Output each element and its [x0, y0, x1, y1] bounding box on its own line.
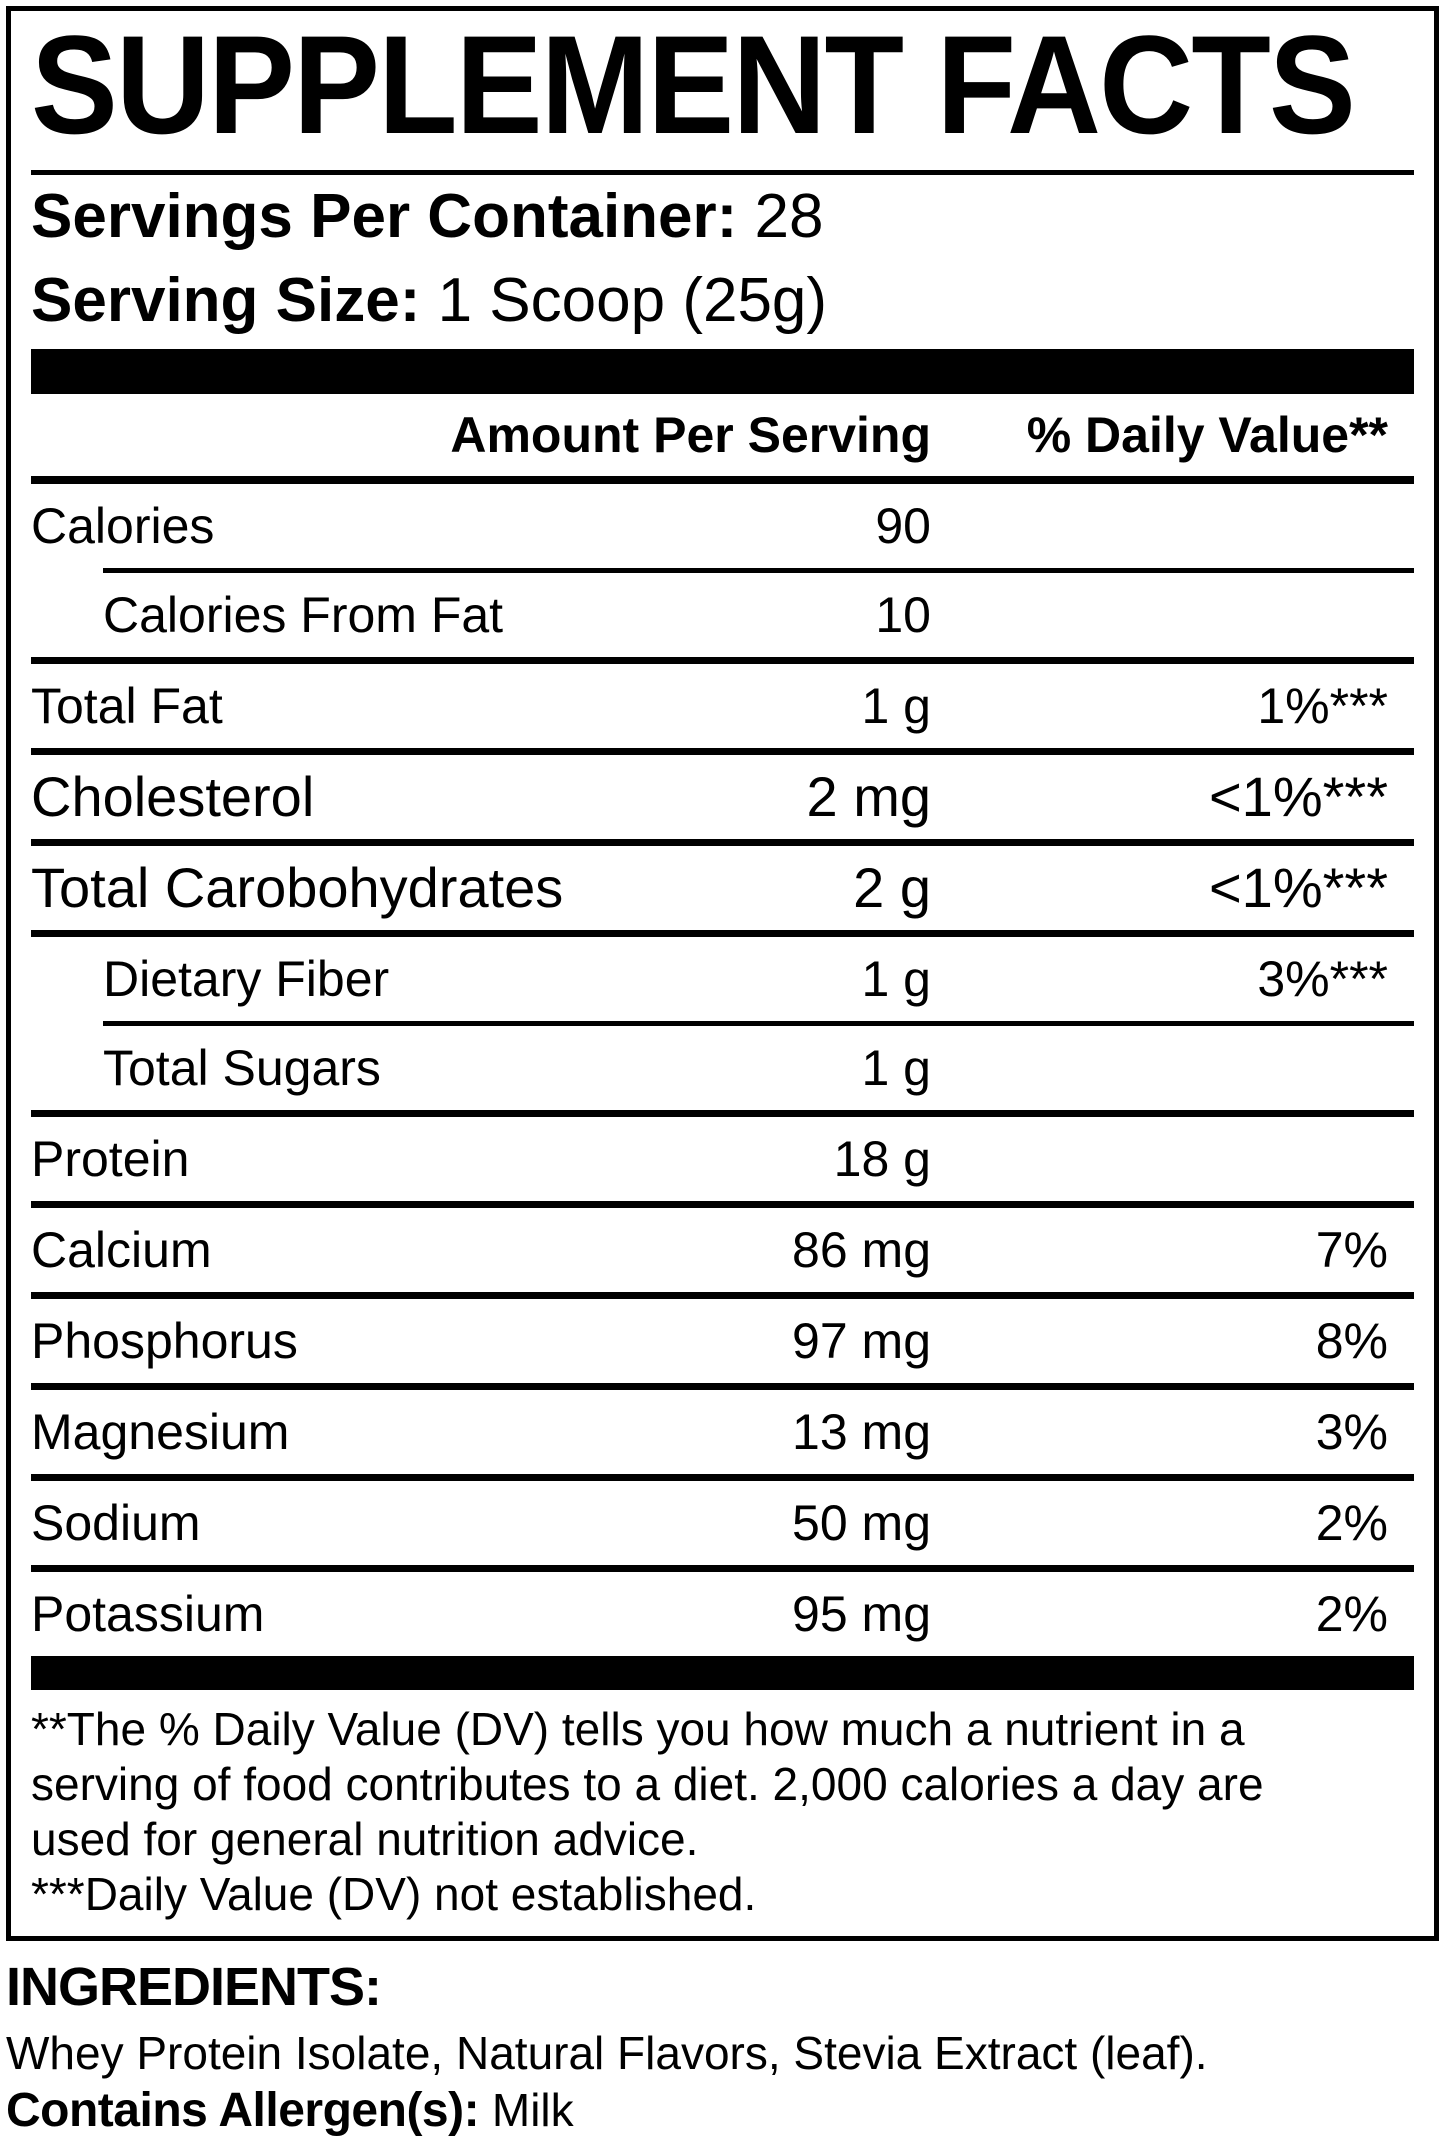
panel-title: SUPPLEMENT FACTS — [31, 6, 1356, 163]
separator — [31, 1292, 1414, 1299]
ingredients-section: INGREDIENTS: Whey Protein Isolate, Natur… — [6, 1955, 1437, 2138]
allergen-line: Contains Allergen(s): Milk — [6, 2083, 1437, 2138]
nutrient-label: Dietary Fiber — [103, 951, 390, 1007]
nutrient-label: Cholesterol — [31, 765, 315, 828]
nutrient-label: Total Carobohydrates — [31, 856, 564, 919]
separator — [31, 1201, 1414, 1208]
table-row-magnesium: Magnesium 13 mg 3% — [31, 1390, 1414, 1474]
nutrient-label: Calcium — [31, 1222, 212, 1278]
nutrient-label: Phosphorus — [31, 1313, 298, 1369]
supplement-facts-panel: SUPPLEMENT FACTS Servings Per Container:… — [6, 6, 1439, 1941]
table-row-sodium: Sodium 50 mg 2% — [31, 1481, 1414, 1565]
table-row-potassium: Potassium 95 mg 2% — [31, 1572, 1414, 1656]
nutrient-amount: 1 g — [861, 678, 931, 734]
footnote-line: serving of food contributes to a diet. 2… — [31, 1758, 1264, 1810]
separator — [31, 1474, 1414, 1481]
nutrient-amount: 13 mg — [792, 1404, 931, 1460]
nutrient-label: Total Sugars — [103, 1040, 381, 1096]
nutrient-label: Calories — [31, 498, 215, 554]
header-underline — [31, 476, 1414, 484]
serving-size-label: Serving Size: — [31, 266, 421, 335]
nutrient-label: Sodium — [31, 1495, 201, 1551]
nutrient-amount: 1 g — [861, 951, 931, 1007]
separator — [31, 1565, 1414, 1572]
nutrient-dv: 3%*** — [1257, 951, 1388, 1007]
footnote-line: used for general nutrition advice. — [31, 1813, 699, 1865]
nutrient-amount: 50 mg — [792, 1495, 931, 1551]
nutrient-amount: 95 mg — [792, 1586, 931, 1642]
servings-value: 28 — [754, 182, 824, 251]
nutrient-amount: 18 g — [833, 1131, 931, 1187]
servings-per-container-line: Servings Per Container: 28 — [31, 175, 1414, 259]
nutrient-dv: 3% — [1315, 1404, 1388, 1460]
footnote: **The % Daily Value (DV) tells you how m… — [31, 1702, 1414, 1922]
separator — [31, 657, 1414, 664]
nutrient-dv: <1%*** — [1208, 765, 1388, 828]
separator-indented — [103, 568, 1414, 573]
nutrient-label: Magnesium — [31, 1404, 290, 1460]
nutrient-amount: 2 mg — [806, 765, 932, 828]
nutrient-dv: 7% — [1315, 1222, 1388, 1278]
nutrient-label: Protein — [31, 1131, 190, 1187]
nutrient-dv: <1%*** — [1208, 856, 1388, 919]
nutrient-amount: 2 g — [853, 856, 931, 919]
header-black-bar — [31, 349, 1414, 394]
nutrient-amount: 10 — [875, 587, 931, 643]
footnote-line: **The % Daily Value (DV) tells you how m… — [31, 1703, 1245, 1755]
table-row-cholesterol: Cholesterol 2 mg <1%*** — [31, 755, 1414, 839]
footnote-line: ***Daily Value (DV) not established. — [31, 1868, 757, 1920]
table-row-total-fat: Total Fat 1 g 1%*** — [31, 664, 1414, 748]
nutrient-amount: 1 g — [861, 1040, 931, 1096]
serving-size-value: 1 Scoop (25g) — [437, 266, 828, 335]
nutrient-amount: 97 mg — [792, 1313, 931, 1369]
nutrient-dv: 1%*** — [1257, 678, 1388, 734]
separator — [31, 1110, 1414, 1117]
nutrient-label: Calories From Fat — [103, 587, 504, 643]
separator — [31, 930, 1414, 937]
allergen-value: Milk — [491, 2083, 574, 2136]
table-row-calories-from-fat: Calories From Fat 10 — [31, 573, 1414, 657]
table-row-dietary-fiber: Dietary Fiber 1 g 3%*** — [31, 937, 1414, 1021]
nutrient-dv: 8% — [1315, 1313, 1388, 1369]
nutrient-label: Potassium — [31, 1586, 265, 1642]
ingredients-list: Whey Protein Isolate, Natural Flavors, S… — [6, 2026, 1208, 2079]
nutrient-amount: 86 mg — [792, 1222, 931, 1278]
nutrient-dv: 2% — [1315, 1495, 1388, 1551]
title-rule — [31, 170, 1414, 175]
nutrient-amount: 90 — [875, 498, 931, 554]
serving-size-line: Serving Size: 1 Scoop (25g) — [31, 259, 1414, 343]
amount-column-header: Amount Per Serving — [450, 407, 931, 463]
table-row-total-carbohydrates: Total Carobohydrates 2 g <1%*** — [31, 846, 1414, 930]
daily-value-column-header: % Daily Value** — [1026, 407, 1388, 463]
separator — [31, 839, 1414, 846]
table-header-row: Amount Per Serving % Daily Value** — [31, 394, 1414, 476]
ingredients-heading: INGREDIENTS: — [6, 1957, 382, 2017]
table-row-total-sugars: Total Sugars 1 g — [31, 1026, 1414, 1110]
table-row-calcium: Calcium 86 mg 7% — [31, 1208, 1414, 1292]
table-row-calories: Calories 90 — [31, 484, 1414, 568]
separator — [31, 748, 1414, 755]
separator — [31, 1383, 1414, 1390]
nutrient-dv: 2% — [1315, 1586, 1388, 1642]
nutrient-label: Total Fat — [31, 678, 223, 734]
separator-indented — [103, 1021, 1414, 1026]
footer-black-bar — [31, 1656, 1414, 1690]
table-row-phosphorus: Phosphorus 97 mg 8% — [31, 1299, 1414, 1383]
table-row-protein: Protein 18 g — [31, 1117, 1414, 1201]
servings-label: Servings Per Container: — [31, 182, 738, 251]
allergen-label: Contains Allergen(s): — [6, 2083, 480, 2137]
